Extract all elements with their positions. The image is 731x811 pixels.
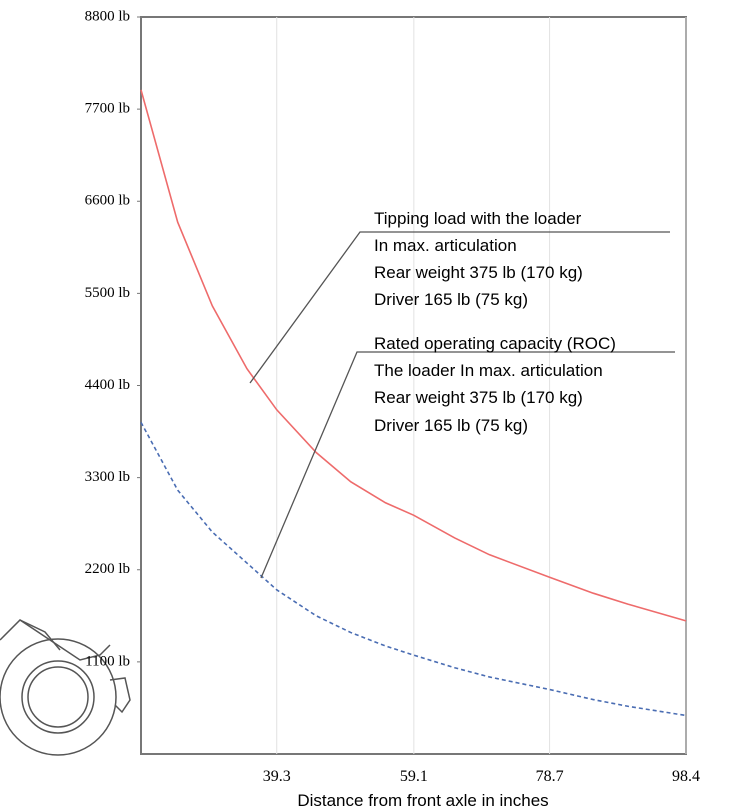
annotation-line: In max. articulation — [374, 236, 517, 255]
annotation-line: Driver 165 lb (75 kg) — [374, 416, 528, 435]
y-tick-label: 1100 lb — [85, 653, 130, 669]
x-tick-label: 98.4 — [672, 768, 700, 785]
x-axis-label: Distance from front axle in inches — [297, 791, 548, 810]
y-tick-label: 4400 lb — [85, 377, 130, 393]
x-tick-label: 59.1 — [400, 768, 428, 785]
loader-illustration — [0, 620, 130, 755]
y-tick-label: 8800 lb — [85, 8, 130, 24]
x-tick-label: 39.3 — [263, 768, 291, 785]
annotation-line: Rated operating capacity (ROC) — [374, 334, 616, 353]
y-tick-label: 7700 lb — [85, 101, 130, 117]
annotation-line: Rear weight 375 lb (170 kg) — [374, 388, 583, 407]
y-tick-label: 2200 lb — [85, 561, 130, 577]
annotation-line: The loader In max. articulation — [374, 361, 603, 380]
y-tick-label: 6600 lb — [85, 193, 130, 209]
annotation-line: Driver 165 lb (75 kg) — [374, 290, 528, 309]
annotation-line: Tipping load with the loader — [374, 209, 582, 228]
annotation-line: Rear weight 375 lb (170 kg) — [374, 263, 583, 282]
x-tick-label: 78.7 — [536, 768, 564, 785]
chart: Distance from front axle in inches 1100 … — [0, 0, 731, 811]
y-tick-label: 5500 lb — [85, 285, 130, 301]
y-tick-label: 3300 lb — [85, 469, 130, 485]
